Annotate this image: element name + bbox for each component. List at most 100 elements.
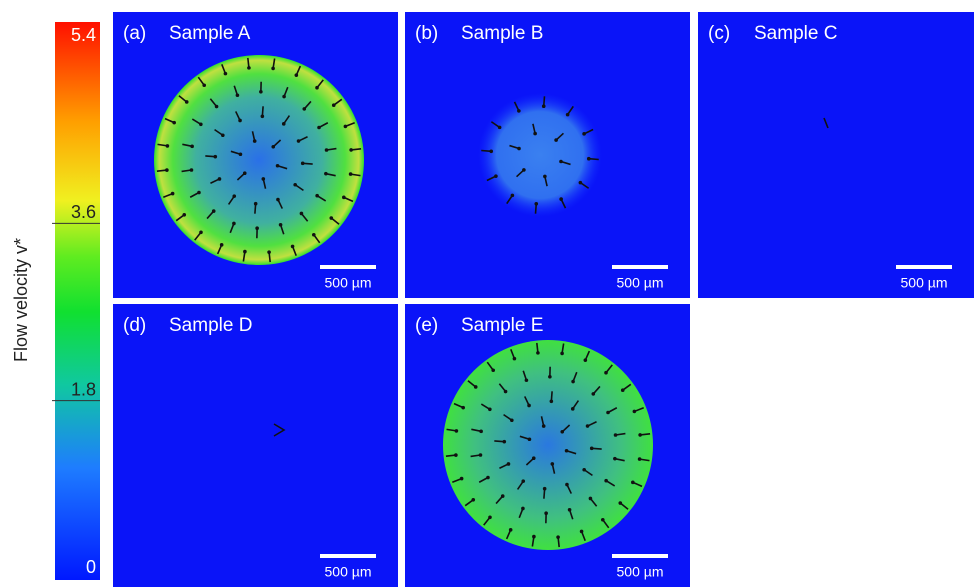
flow-arrow-head [491, 368, 495, 372]
flow-arrow-head [606, 411, 610, 415]
scale-bar-label: 500 µm [617, 275, 664, 291]
flow-arrow-head [488, 515, 492, 519]
scale-bar-label: 500 µm [325, 275, 372, 291]
flow-region [154, 55, 364, 265]
flow-arrow-head [544, 511, 548, 515]
scale-bar-label: 500 µm [325, 564, 372, 580]
flow-arrow-head [582, 468, 586, 472]
scale-bar-label: 500 µm [617, 564, 664, 580]
flow-arrow-head [528, 437, 532, 441]
flow-arrow-head [460, 477, 464, 481]
flow-arrow-head [301, 162, 305, 166]
flow-arrow-head [255, 226, 259, 230]
flow-arrow-head [560, 352, 564, 356]
panel-label: (c) [708, 23, 730, 44]
flow-arrow-head [247, 66, 251, 70]
flow-arrow-head [166, 144, 170, 148]
flow-arrow-head [614, 433, 618, 437]
scale-bar-label: 500 µm [901, 275, 948, 291]
panel-title: Sample E [461, 315, 543, 336]
flow-arrow-head [586, 424, 590, 428]
flow-arrow-head [324, 172, 328, 176]
flow-arrow-head [533, 132, 537, 136]
flow-arrow-head [461, 406, 465, 410]
flow-arrow-head [232, 222, 236, 226]
flow-arrow-head [521, 507, 525, 511]
panel-title: Sample C [754, 23, 837, 44]
flow-arrow-head [172, 121, 176, 125]
flow-arrow-head [243, 171, 247, 175]
panel-label: (a) [123, 23, 146, 44]
flow-arrow-head [349, 172, 353, 176]
flow-arrow-head [566, 113, 570, 117]
panel-label: (d) [123, 315, 146, 336]
flow-arrow-head [317, 126, 321, 130]
flow-arrow-head [271, 145, 275, 149]
flow-arrow-head [262, 177, 266, 181]
flow-arrow-head [527, 404, 531, 408]
colorbar-tick-label: 0 [86, 557, 96, 577]
flow-arrow-head [282, 95, 286, 99]
flow-arrow-head [315, 194, 319, 198]
flow-arrow-head [454, 453, 458, 457]
flow-arrow-head [613, 457, 617, 461]
figure: Flow velocity v* 01.83.65.4 (a)Sample A5… [0, 0, 974, 587]
flow-arrow-head [601, 518, 605, 522]
flow-arrow-head [543, 487, 547, 491]
flow-arrow-head [486, 476, 490, 480]
flow-arrow-head [536, 351, 540, 355]
flow-arrow-head [543, 175, 547, 179]
flow-arrow-head [591, 392, 595, 396]
flow-arrow-head [479, 430, 483, 434]
flow-arrow-head [291, 245, 295, 249]
flow-arrow-head [455, 429, 459, 433]
flow-arrow-head [489, 149, 493, 153]
flow-arrow-head [542, 424, 546, 428]
flow-arrow-head [202, 83, 206, 87]
flow-arrow-head [213, 155, 217, 159]
flow-arrow-head [604, 479, 608, 483]
flow-arrow-head [197, 191, 201, 195]
flow-arrow-head [182, 213, 186, 217]
flow-arrow-head [221, 133, 225, 137]
flow-arrow-head [633, 410, 637, 414]
scale-bar [612, 265, 668, 269]
flow-arrow-head [548, 375, 552, 379]
flow-arrow-head [559, 160, 563, 164]
flow-arrow-head [479, 453, 483, 457]
colorbar-label: Flow velocity v* [11, 238, 31, 362]
flow-arrow-head [253, 139, 257, 143]
flow-arrow-head [332, 103, 336, 107]
scale-bar [896, 265, 952, 269]
flow-arrow-head [224, 72, 228, 76]
flow-arrow-head [638, 457, 642, 461]
colorbar-tick-label: 3.6 [71, 202, 96, 222]
panel-label: (e) [415, 315, 438, 336]
flow-arrow-head [532, 456, 536, 460]
flow-arrow-head [589, 497, 593, 501]
flow-arrow-head [604, 371, 608, 375]
scale-bar [320, 554, 376, 558]
flow-arrow-head [302, 107, 306, 111]
flow-region [443, 340, 653, 550]
flow-arrow-head [631, 481, 635, 485]
flow-arrow-head [165, 168, 169, 172]
flow-arrow-head [532, 535, 536, 539]
flow-arrow-head [571, 380, 575, 384]
flow-arrow-head [300, 212, 304, 216]
flow-arrow-head [525, 378, 529, 382]
flow-arrow-head [342, 196, 346, 200]
flow-arrow-head [199, 122, 203, 126]
flow-arrow-head [579, 181, 583, 185]
panel-image [113, 304, 398, 587]
flow-arrow-head [550, 399, 554, 403]
flow-arrow-head [238, 119, 242, 123]
flow-arrow-head [560, 430, 564, 434]
flow-arrow-head [559, 197, 563, 201]
flow-arrow-head [584, 358, 588, 362]
flow-arrow-head [297, 139, 301, 143]
flow-arrow-head [329, 216, 333, 220]
flow-arrow-head [580, 530, 584, 534]
